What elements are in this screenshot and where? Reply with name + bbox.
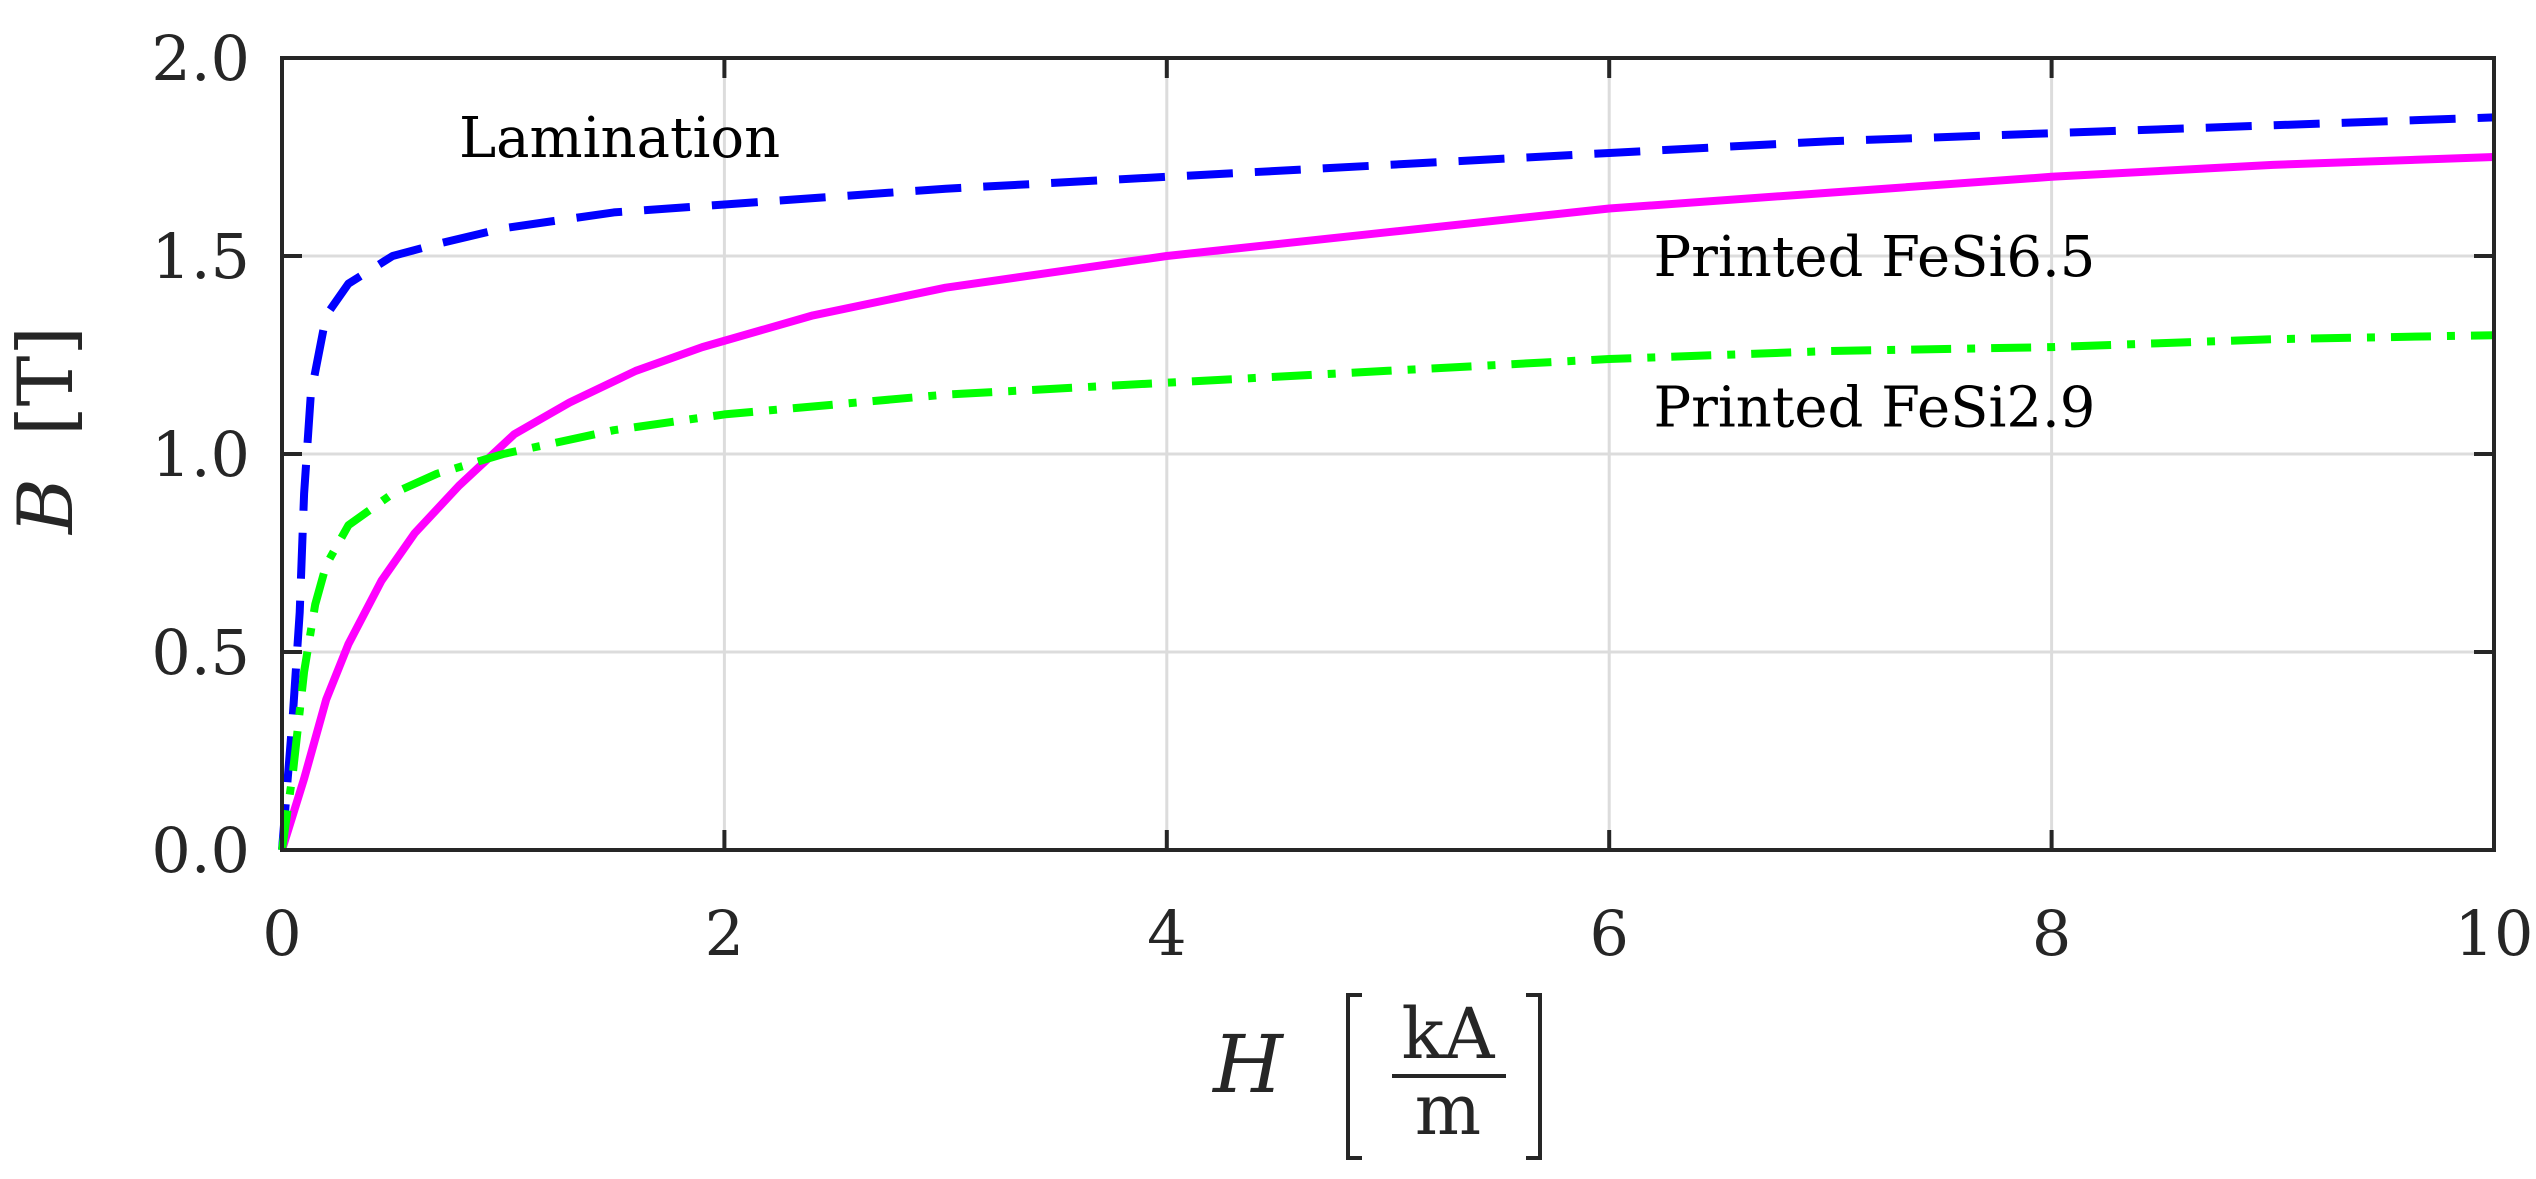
y-tick-label: 2.0 <box>151 22 250 95</box>
curve-annotations: Lamination Printed FeSi6.5 Printed FeSi2.9 <box>459 106 2095 440</box>
x-tick-label: 8 <box>2032 897 2071 970</box>
series-line-printed-fesi2-9 <box>278 331 2495 851</box>
annotation-printed-fesi6-5: Printed FeSi6.5 <box>1653 225 2095 290</box>
x-tick-label: 0 <box>262 897 301 970</box>
x-tick-label: 4 <box>1147 897 1186 970</box>
y-tick-label: 1.0 <box>151 418 250 491</box>
x-tick-label: 6 <box>1589 897 1628 970</box>
annotation-printed-fesi2-9: Printed FeSi2.9 <box>1653 375 2095 440</box>
y-axis-symbol: B <box>1 478 90 536</box>
y-axis-label: B [T] <box>1 326 90 536</box>
x-axis-left-bracket <box>1346 993 1362 1160</box>
series-line-lamination <box>278 113 2495 851</box>
x-tick-label: 2 <box>705 897 744 970</box>
x-axis-label: H kA m <box>1211 993 1542 1160</box>
series-lines <box>278 113 2495 852</box>
annotation-lamination: Lamination <box>459 106 780 171</box>
x-axis-right-bracket <box>1526 993 1542 1160</box>
y-tick-label: 1.5 <box>151 220 250 293</box>
y-axis-unit: [T] <box>1 326 90 436</box>
x-axis-unit-numerator: kA <box>1402 993 1496 1075</box>
grid-lines <box>282 58 2494 850</box>
y-tick-label: 0.5 <box>151 616 250 689</box>
series-line-printed-fesi6-5 <box>278 153 2495 852</box>
axis-ticks: 0 2 4 6 8 10 0.0 0.5 1.0 1.5 2.0 <box>151 22 2533 970</box>
x-axis-symbol: H <box>1211 1018 1285 1111</box>
y-tick-label: 0.0 <box>151 814 250 887</box>
x-axis-unit-denominator: m <box>1415 1069 1481 1151</box>
x-tick-label: 10 <box>2455 897 2534 970</box>
